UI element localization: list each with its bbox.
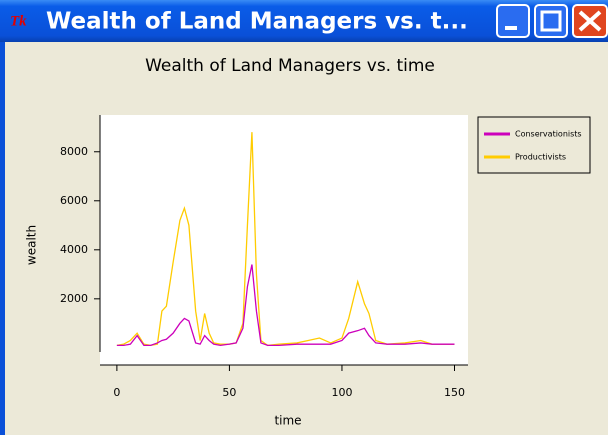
y-tick-label: 8000 <box>60 145 88 158</box>
close-button[interactable] <box>572 4 608 38</box>
line-series <box>116 264 455 347</box>
legend <box>477 116 591 174</box>
app-icon: Tk <box>10 13 27 29</box>
legend-label: Conservationists <box>515 130 582 139</box>
x-tick-label: 100 <box>331 386 352 399</box>
x-tick-label: 150 <box>444 386 465 399</box>
window-title: Wealth of Land Managers vs. t... <box>46 9 468 35</box>
maximize-button[interactable] <box>534 4 568 38</box>
y-tick-label: 2000 <box>60 292 88 305</box>
legend-label: Productivists <box>515 153 566 162</box>
window-border <box>0 42 5 435</box>
x-tick-label: 50 <box>222 386 236 399</box>
y-tick-label: 4000 <box>60 243 88 256</box>
chart-title: Wealth of Land Managers vs. time <box>145 56 435 76</box>
y-axis-label: wealth <box>25 225 39 265</box>
minimize-button[interactable] <box>496 4 530 38</box>
plot-area <box>100 115 468 365</box>
y-tick-label: 6000 <box>60 194 88 207</box>
x-tick-label: 0 <box>113 386 120 399</box>
x-axis-label: time <box>274 414 301 428</box>
